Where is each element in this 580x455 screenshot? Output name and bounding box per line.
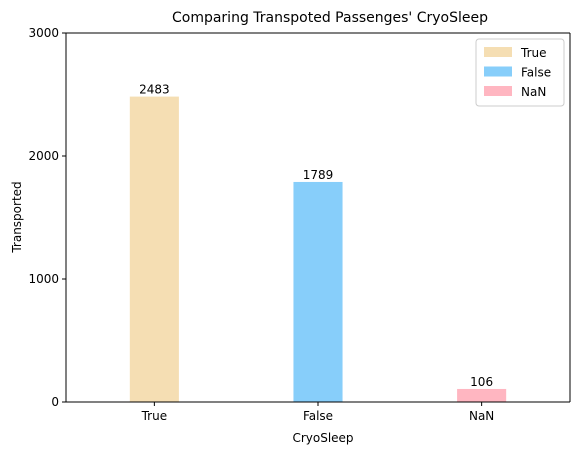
bar-value-label: 2483 <box>139 83 170 97</box>
bar-nan <box>457 388 507 402</box>
bar-value-label: 106 <box>470 375 493 389</box>
x-tick-label: NaN <box>469 409 494 423</box>
x-tick-label: False <box>303 409 333 423</box>
legend-label: True <box>520 46 547 60</box>
bar-value-label: 1789 <box>303 168 334 182</box>
x-ticks-group: True False NaN <box>141 402 494 423</box>
legend: True False NaN <box>475 38 565 107</box>
x-tick-label: True <box>141 409 168 423</box>
legend-label: False <box>521 66 551 80</box>
y-tick-label: 2000 <box>28 149 59 163</box>
y-axis-label: Transported <box>10 181 24 253</box>
x-axis-label: CryoSleep <box>292 431 353 445</box>
bar-labels-group: 2483 1789 106 <box>139 83 493 389</box>
y-tick-label: 0 <box>51 395 59 409</box>
legend-swatch <box>484 66 512 77</box>
legend-swatch <box>484 86 512 96</box>
bars-group <box>129 96 507 402</box>
y-ticks-group: 0 1000 2000 3000 <box>28 26 66 409</box>
plot-area: 2483 1789 106 0 1000 2000 3000 True False NaN <box>28 26 571 423</box>
bar-false <box>293 181 343 402</box>
bar-true <box>129 96 179 402</box>
legend-swatch <box>484 47 512 57</box>
chart-title: Comparing Transpoted Passenges' CryoSlee… <box>172 10 488 26</box>
legend-label: NaN <box>521 85 546 99</box>
y-tick-label: 1000 <box>28 272 59 286</box>
y-tick-label: 3000 <box>28 26 59 40</box>
axes-group <box>65 32 571 403</box>
